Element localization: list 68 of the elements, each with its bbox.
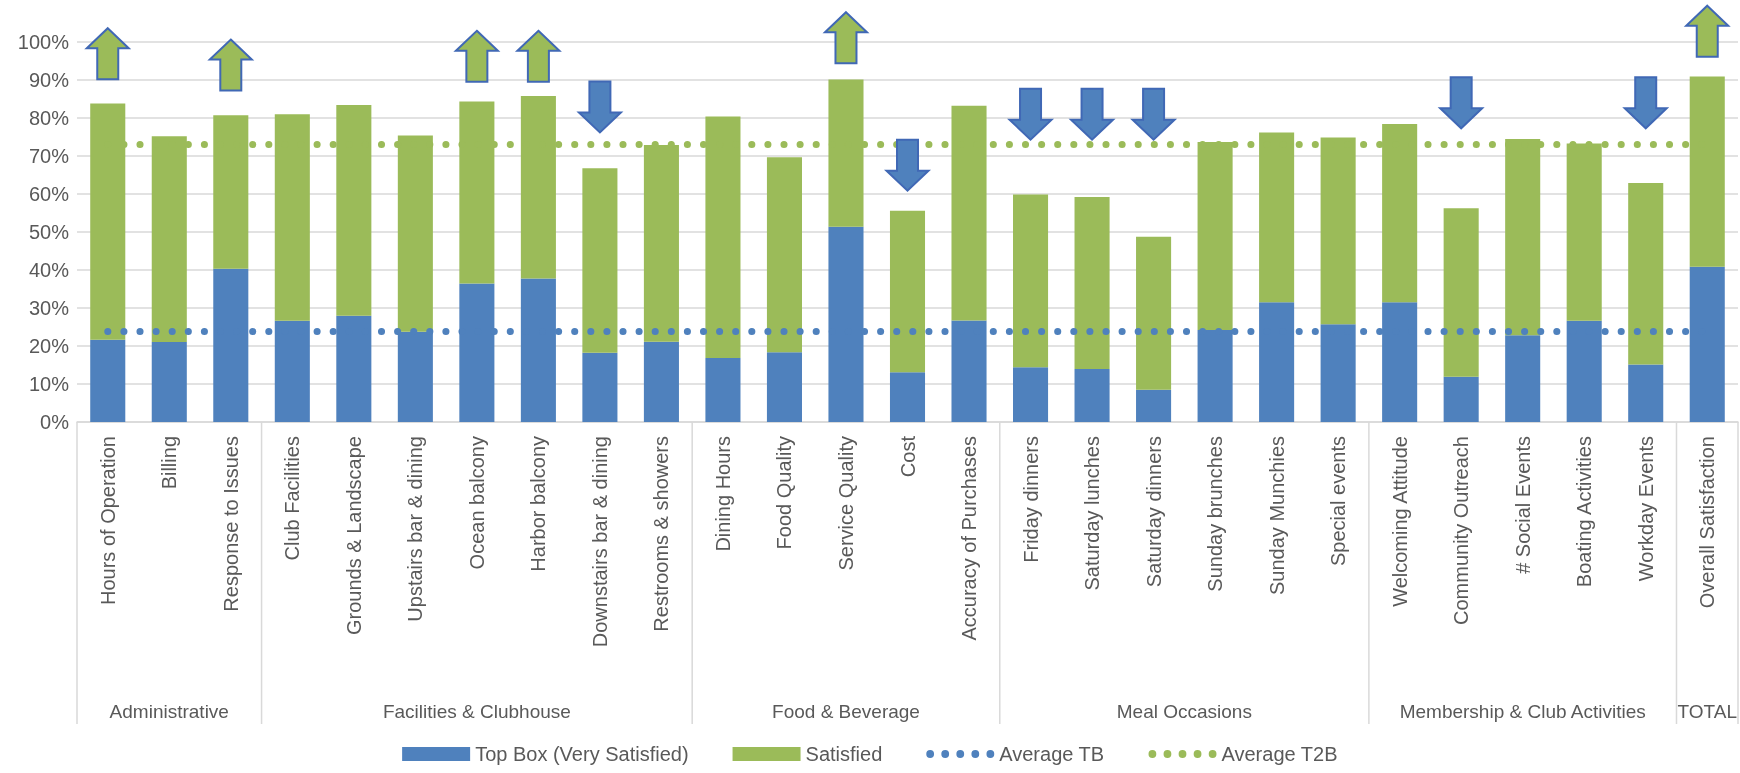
- y-tick-label: 60%: [28, 182, 70, 205]
- bar: [705, 358, 741, 422]
- x-tick-label: Restrooms & showers: [650, 436, 673, 632]
- x-tick-label: Sunday Munchies: [1265, 436, 1288, 595]
- text: TOTAL: [1677, 700, 1737, 722]
- x-tick-label: Friday dinners: [1019, 436, 1042, 563]
- x-tick-label: Hours of Operation: [96, 436, 119, 605]
- x-tick-label: Special events: [1327, 436, 1350, 567]
- y-tick-label: 0%: [40, 411, 70, 433]
- x-tick-label: Harbor balcony: [527, 436, 550, 572]
- bar: [1136, 389, 1172, 422]
- bar: [1074, 197, 1110, 370]
- x-tick-label: Overall Satisfaction: [1696, 436, 1719, 609]
- y-tick-label: 50%: [28, 220, 70, 243]
- x-tick-label: Downstairs bar & dining: [588, 436, 611, 648]
- x-tick-label: Club Facilities: [281, 436, 304, 561]
- x-tick-label: Upstairs bar & dining: [404, 436, 427, 622]
- bar: [1136, 236, 1172, 390]
- legend-label: Average T2B: [1221, 743, 1338, 765]
- bar: [1443, 208, 1479, 377]
- bar: [151, 342, 187, 422]
- bar: [889, 372, 926, 422]
- x-tick-label: Saturday lunches: [1081, 436, 1104, 591]
- bar: [90, 339, 126, 422]
- y-tick-label: 80%: [28, 106, 70, 129]
- bar: [582, 352, 618, 422]
- x-tick-label: Workday Events: [1634, 436, 1657, 582]
- y-tick-label: 30%: [28, 296, 70, 319]
- x-tick-label: Ocean balcony: [465, 436, 488, 570]
- x-tick-label: Welcoming Attitude: [1388, 436, 1411, 607]
- bar: [766, 157, 802, 353]
- legend-label: Top Box (Very Satisfied): [475, 743, 689, 765]
- y-tick-label: 20%: [28, 334, 70, 357]
- x-tick-label: Accuracy of Purchases: [958, 436, 981, 641]
- text: Administrative: [109, 700, 229, 722]
- x-tick-label: Food Quality: [773, 436, 796, 550]
- bar: [1074, 369, 1110, 422]
- text: Food & Beverage: [772, 700, 920, 722]
- bar: [889, 210, 926, 373]
- bar: [582, 168, 618, 353]
- bar: [1628, 364, 1664, 422]
- text: Facilities & Clubhouse: [382, 700, 571, 722]
- x-tick-label: # Social Events: [1511, 436, 1534, 574]
- x-tick-label: Billing: [158, 436, 181, 490]
- bar: [1443, 376, 1479, 422]
- y-tick-label: 90%: [28, 68, 70, 91]
- y-tick-label: 70%: [28, 144, 70, 167]
- x-tick-label: Community Outreach: [1450, 436, 1473, 625]
- x-tick-label: Cost: [896, 435, 919, 478]
- y-tick-label: 10%: [28, 372, 70, 395]
- legend-label: Average TB: [999, 743, 1105, 765]
- y-tick-label: 40%: [28, 258, 70, 281]
- bar: [1628, 183, 1664, 365]
- x-tick-label: Sunday brunches: [1204, 436, 1227, 592]
- text: Membership & Club Activities: [1399, 700, 1646, 722]
- x-tick-label: Grounds & Landscape: [342, 436, 365, 636]
- bar: [1013, 194, 1049, 368]
- x-tick-label: Boating Activities: [1573, 436, 1596, 588]
- bar: [1013, 367, 1049, 422]
- legend-label: Satisfied: [805, 743, 883, 765]
- text: Meal Occasions: [1116, 700, 1252, 722]
- x-tick-label: Response to Issues: [219, 436, 242, 612]
- y-tick-label: 100%: [17, 30, 70, 53]
- x-tick-label: Saturday dinners: [1142, 436, 1165, 588]
- x-tick-label: Service Quality: [834, 436, 857, 571]
- bar: [766, 352, 802, 422]
- bar: [643, 341, 679, 422]
- x-tick-label: Dining Hours: [711, 436, 734, 552]
